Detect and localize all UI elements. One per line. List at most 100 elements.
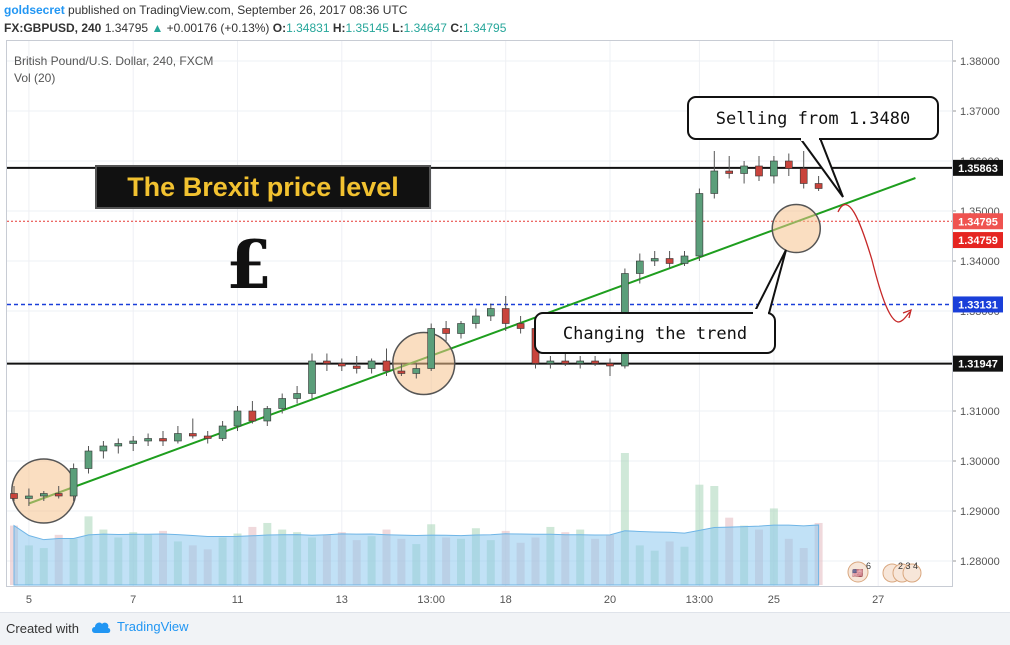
candle bbox=[725, 156, 734, 179]
candle bbox=[84, 446, 93, 474]
trend-label: Changing the trend bbox=[563, 324, 747, 344]
candle-body bbox=[635, 260, 644, 274]
candle-body bbox=[770, 160, 778, 177]
price-chart[interactable]: The Brexit price level £ Selling from 1.… bbox=[0, 40, 1010, 612]
candle bbox=[442, 321, 450, 341]
candle-body bbox=[486, 308, 495, 317]
candle bbox=[39, 491, 48, 501]
x-tick-label: 13:00 bbox=[417, 594, 445, 606]
projection-curve bbox=[837, 204, 911, 323]
candle bbox=[710, 151, 719, 199]
candle-body bbox=[501, 308, 510, 324]
candle-body bbox=[606, 363, 614, 367]
candle bbox=[501, 296, 510, 331]
candle bbox=[770, 156, 778, 184]
blue-level-tag: 1.33131 bbox=[958, 299, 998, 311]
candle bbox=[54, 486, 63, 499]
y-tick-label: 1.34000 bbox=[960, 256, 1000, 268]
candle bbox=[397, 363, 406, 376]
up-arrow-icon: ▲ bbox=[151, 21, 164, 35]
brexit-label-box: The Brexit price level bbox=[95, 165, 431, 209]
support-price-tag: 1.31947 bbox=[958, 359, 998, 371]
cloud-icon bbox=[92, 622, 111, 633]
support-price-tag-bg bbox=[953, 355, 1003, 372]
volume-indicator-label: Vol (20) bbox=[14, 71, 55, 85]
selling-callout: Selling from 1.3480 bbox=[687, 96, 939, 198]
candle bbox=[412, 363, 421, 379]
highlight-circle bbox=[771, 203, 821, 254]
candle bbox=[308, 353, 316, 399]
candle-body bbox=[755, 165, 763, 177]
candle-body bbox=[218, 425, 227, 439]
candle bbox=[248, 401, 257, 424]
time-axis: 5 7 11 13 13:00 18 20 13:00 25 27 bbox=[26, 594, 884, 606]
uk-event-counts: 2 3 4 bbox=[898, 561, 918, 571]
candle bbox=[203, 431, 212, 444]
candle-body bbox=[293, 393, 301, 399]
candle bbox=[352, 356, 361, 374]
volume-ma-area bbox=[13, 524, 820, 586]
candle bbox=[486, 303, 495, 321]
bid-price-tag-bg bbox=[953, 232, 1003, 249]
candle bbox=[189, 418, 197, 439]
open-label: O: bbox=[272, 21, 287, 35]
candle-body bbox=[203, 435, 212, 439]
candle-body bbox=[591, 360, 599, 364]
candle-body bbox=[561, 360, 570, 364]
x-tick-label: 11 bbox=[232, 594, 243, 606]
brand-label: TradingView bbox=[117, 619, 189, 634]
candle-body bbox=[129, 440, 137, 444]
highlight-circles bbox=[11, 203, 821, 524]
candle-body bbox=[472, 315, 480, 324]
candle bbox=[814, 176, 823, 191]
candle bbox=[10, 486, 18, 501]
resistance-price-tag-bg bbox=[953, 159, 1003, 176]
candle-body bbox=[99, 445, 108, 452]
candle-body bbox=[84, 450, 93, 469]
candle-body bbox=[546, 360, 555, 364]
candle-body bbox=[278, 398, 287, 409]
candle bbox=[323, 353, 331, 371]
candle bbox=[591, 356, 599, 366]
selling-label: Selling from 1.3480 bbox=[716, 109, 910, 129]
highlight-circle bbox=[392, 331, 456, 396]
candle bbox=[218, 421, 227, 441]
x-tick-label: 27 bbox=[872, 594, 884, 606]
y-tick-label: 1.28000 bbox=[960, 556, 1000, 568]
candle-body bbox=[308, 360, 316, 394]
current-price-tag-bg bbox=[953, 213, 1003, 230]
high-value: 1.35145 bbox=[345, 21, 389, 35]
candle bbox=[680, 251, 689, 266]
candle-body bbox=[680, 255, 689, 264]
candle-body bbox=[427, 328, 436, 369]
x-tick-label: 7 bbox=[130, 594, 136, 606]
tradingview-link[interactable]: TradingView bbox=[90, 619, 189, 634]
candle-body bbox=[665, 258, 674, 264]
x-tick-label: 20 bbox=[604, 594, 616, 606]
candle bbox=[650, 251, 659, 266]
candle-body bbox=[516, 323, 525, 329]
candle bbox=[635, 253, 644, 284]
candle-body bbox=[233, 410, 242, 427]
candle bbox=[159, 431, 167, 446]
candle-body bbox=[144, 438, 152, 442]
candle bbox=[382, 348, 391, 376]
x-tick-label: 25 bbox=[768, 594, 780, 606]
y-tick-label: 1.38000 bbox=[960, 56, 1000, 68]
x-tick-label: 13:00 bbox=[686, 594, 714, 606]
candle-body bbox=[397, 370, 406, 374]
username[interactable]: goldsecret bbox=[4, 3, 65, 17]
close-label: C: bbox=[450, 21, 463, 35]
candle bbox=[144, 433, 152, 446]
candle-body bbox=[114, 443, 123, 447]
y-tick-label: 1.37000 bbox=[960, 106, 1000, 118]
volume-bar bbox=[620, 453, 629, 585]
x-tick-label: 18 bbox=[500, 594, 512, 606]
ohlc-line: FX:GBPUSD, 240 1.34795 ▲ +0.00176 (+0.13… bbox=[4, 21, 506, 35]
y-tick-label: 1.29000 bbox=[960, 506, 1000, 518]
candle-body bbox=[367, 360, 376, 369]
y-tick-label: 1.30000 bbox=[960, 456, 1000, 468]
candle bbox=[740, 161, 748, 184]
candle-body bbox=[784, 160, 793, 169]
pound-symbol: £ bbox=[226, 226, 272, 304]
